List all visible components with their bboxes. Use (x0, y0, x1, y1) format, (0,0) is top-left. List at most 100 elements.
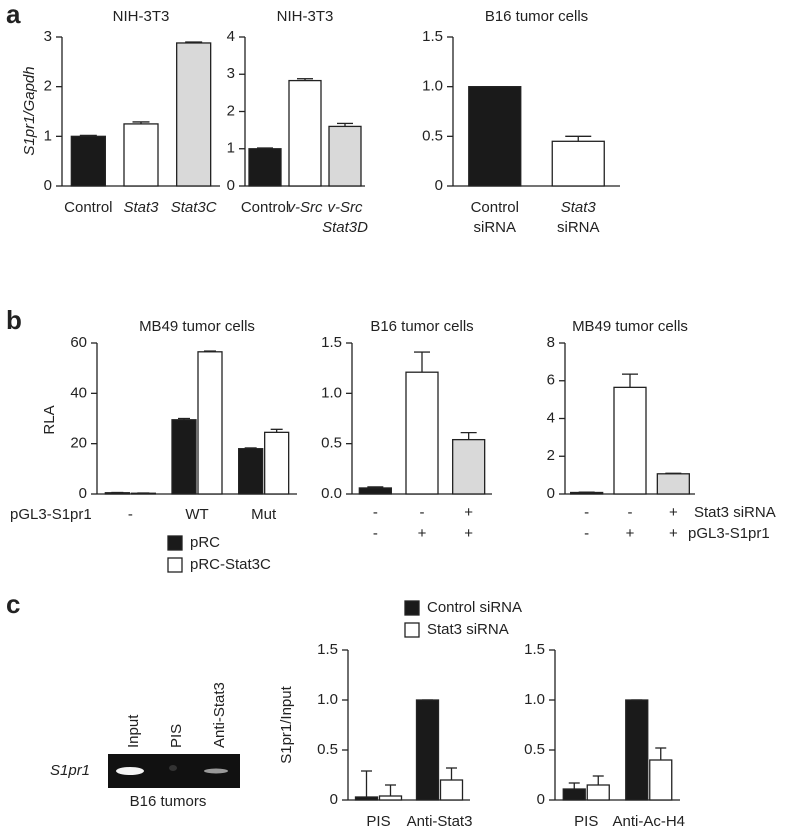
x-tick-label: siRNA (557, 219, 600, 236)
bar (171, 419, 197, 495)
gel-lane-label: Input (125, 714, 142, 748)
bar (288, 79, 322, 187)
y-tick-label: 0.5 (321, 435, 342, 452)
bar (562, 788, 586, 801)
chart-title: NIH-3T3 (277, 8, 334, 25)
bar (649, 759, 673, 801)
y-tick-label: 4 (227, 28, 235, 45)
legend-swatch (167, 557, 183, 573)
panel-label: a (6, 0, 21, 29)
y-tick-label: 1.5 (321, 334, 342, 351)
x-tick-label: Stat3C (171, 199, 217, 216)
bar (439, 779, 464, 801)
panel-label: b (6, 305, 22, 335)
legend-label: Control siRNA (427, 599, 522, 616)
bar (378, 795, 403, 801)
chart-title: B16 tumor cells (370, 318, 473, 335)
y-tick-label: 0 (227, 177, 235, 194)
condition-name: Stat3 siRNA (694, 504, 776, 521)
bar (415, 699, 440, 801)
y-tick-label: 0 (79, 485, 87, 502)
y-tick-label: 1.0 (422, 78, 443, 95)
y-tick-label: 1 (44, 127, 52, 144)
y-tick-label: 3 (44, 28, 52, 45)
condition-mark: + (626, 525, 635, 542)
y-tick-label: 1.5 (524, 641, 545, 658)
x-tick-label: v-Src (328, 199, 363, 216)
bar (452, 438, 486, 495)
y-tick-label: 0.5 (524, 741, 545, 758)
y-tick-label: 1.0 (317, 691, 338, 708)
x-tick-label: Anti-Ac-H4 (612, 813, 685, 830)
y-tick-label: 0.0 (321, 485, 342, 502)
legend-label: Stat3 siRNA (427, 621, 509, 638)
gel-band (116, 767, 144, 775)
y-tick-label: 4 (547, 409, 555, 426)
x-tick-label: PIS (366, 813, 390, 830)
chart-title: MB49 tumor cells (572, 318, 688, 335)
x-tick-label: Control (471, 199, 519, 216)
condition-mark: - (628, 504, 633, 521)
bar (328, 125, 362, 187)
y-tick-label: 40 (70, 384, 87, 401)
x-tick-label: WT (185, 506, 208, 523)
bar (551, 140, 605, 187)
y-tick-label: 1.0 (321, 384, 342, 401)
condition-mark: - (584, 525, 589, 542)
bar (264, 431, 290, 495)
gel-band (169, 765, 177, 771)
row-label: pGL3-S1pr1 (10, 506, 92, 523)
y-tick-label: 0 (435, 177, 443, 194)
bar (248, 148, 282, 187)
condition-mark: + (669, 525, 678, 542)
gel-caption: B16 tumors (130, 793, 207, 810)
x-tick-label: Control (241, 199, 289, 216)
legend-label: pRC (190, 534, 220, 551)
x-tick-label: v-Src (288, 199, 323, 216)
bar (70, 135, 106, 187)
condition-mark: - (373, 525, 378, 542)
x-tick-label: Stat3 (123, 199, 159, 216)
y-tick-label: 8 (547, 334, 555, 351)
condition-mark: - (584, 504, 589, 521)
condition-mark: + (669, 504, 678, 521)
bar (586, 784, 610, 801)
y-tick-label: 0 (44, 177, 52, 194)
x-tick-label: Stat3 (561, 199, 597, 216)
bar (625, 699, 649, 801)
condition-mark: + (464, 525, 473, 542)
y-tick-label: 20 (70, 435, 87, 452)
condition-mark: + (464, 504, 473, 521)
condition-mark: - (420, 504, 425, 521)
condition-mark: + (418, 525, 427, 542)
y-tick-label: 1.0 (524, 691, 545, 708)
chart-title: NIH-3T3 (113, 8, 170, 25)
bar (358, 487, 392, 495)
y-tick-label: 6 (547, 372, 555, 389)
x-tick-label: Mut (251, 506, 277, 523)
y-tick-label: 1.5 (317, 641, 338, 658)
y-tick-label: 0.5 (317, 741, 338, 758)
x-tick-label: - (128, 506, 133, 523)
x-tick-label: Control (64, 199, 112, 216)
y-tick-label: 0 (547, 485, 555, 502)
y-tick-label: 0 (537, 791, 545, 808)
y-tick-label: 60 (70, 334, 87, 351)
y-tick-label: 1.5 (422, 28, 443, 45)
gel-lane-label: PIS (168, 724, 185, 748)
gel-band (204, 768, 228, 774)
bar (197, 351, 223, 495)
y-axis-label: S1pr1/Input (278, 685, 295, 763)
y-tick-label: 2 (547, 447, 555, 464)
y-tick-label: 0 (330, 791, 338, 808)
x-tick-label: Anti-Stat3 (407, 813, 473, 830)
x-tick-label: PIS (574, 813, 598, 830)
bar (354, 796, 379, 801)
legend-swatch (404, 600, 420, 616)
y-axis-label: RLA (41, 405, 58, 434)
y-tick-label: 1 (227, 140, 235, 157)
chart-title: MB49 tumor cells (139, 318, 255, 335)
y-tick-label: 3 (227, 65, 235, 82)
bar (656, 473, 690, 495)
